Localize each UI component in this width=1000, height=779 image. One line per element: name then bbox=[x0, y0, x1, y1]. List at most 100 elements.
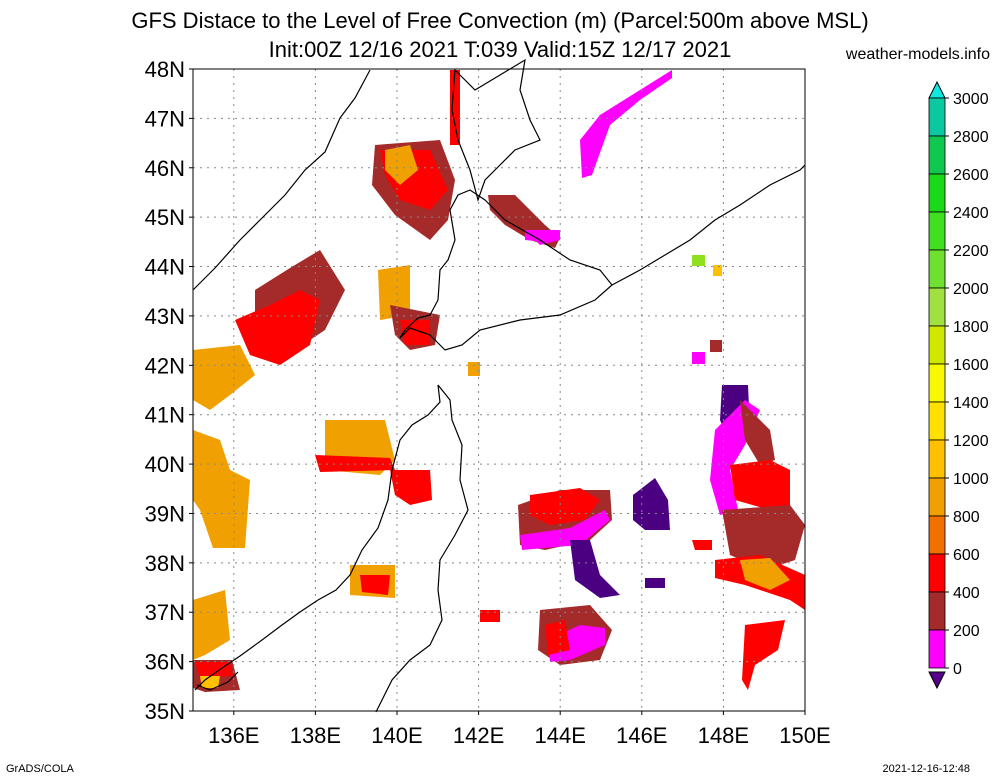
colorbar-top-arrow bbox=[928, 80, 946, 99]
field-patch bbox=[200, 676, 220, 688]
field-patch bbox=[722, 505, 805, 570]
lon-label: 146E bbox=[616, 723, 667, 748]
coastline-honshu-east bbox=[375, 384, 469, 713]
field-patch bbox=[713, 265, 722, 276]
field-patch bbox=[400, 320, 430, 345]
colorbar-label: 2400 bbox=[953, 205, 989, 222]
field-patch bbox=[193, 430, 250, 548]
field-patch bbox=[692, 255, 705, 266]
colorbar-segment bbox=[928, 325, 946, 365]
lat-label: 47N bbox=[145, 106, 185, 131]
coastlines bbox=[192, 58, 806, 713]
field-patch bbox=[193, 345, 255, 410]
footer-timestamp: 2021-12-16-12:48 bbox=[882, 763, 970, 775]
field-patch bbox=[645, 578, 665, 588]
lat-label: 43N bbox=[145, 304, 185, 329]
field-patch bbox=[740, 558, 790, 590]
longitude-labels: 136E 138E 140E 142E 144E 146E 148E 150E bbox=[208, 723, 831, 748]
field-patch bbox=[633, 478, 670, 530]
colorbar-segment bbox=[928, 515, 946, 555]
colorbar-label: 1400 bbox=[953, 395, 989, 412]
colorbar-label: 2800 bbox=[953, 129, 989, 146]
colorbar-segment bbox=[928, 287, 946, 327]
colorbar-label: 600 bbox=[953, 547, 980, 564]
lat-label: 37N bbox=[145, 600, 185, 625]
lat-label: 41N bbox=[145, 403, 185, 428]
field-patch bbox=[468, 362, 480, 376]
field-patch bbox=[315, 455, 395, 472]
field-patch bbox=[530, 488, 600, 525]
coastline-kurils bbox=[611, 164, 806, 286]
lat-label: 45N bbox=[145, 205, 185, 230]
lon-label: 142E bbox=[453, 723, 504, 748]
colorbar-label: 2200 bbox=[953, 243, 989, 260]
field-patch bbox=[740, 400, 775, 465]
lon-label: 144E bbox=[535, 723, 586, 748]
lat-label: 39N bbox=[145, 501, 185, 526]
grid-lines bbox=[189, 68, 806, 715]
latitude-labels: 48N 47N 46N 45N 44N 43N 42N 41N 40N 39N 38N 37N 36N 3… bbox=[145, 57, 185, 724]
lat-label: 46N bbox=[145, 156, 185, 181]
colorbar-label: 200 bbox=[953, 623, 980, 640]
field-patch bbox=[390, 470, 432, 505]
field-patch bbox=[480, 610, 500, 622]
colorbar-label: 1800 bbox=[953, 319, 989, 336]
colorbar-label: 1600 bbox=[953, 357, 989, 374]
field-patch bbox=[580, 70, 672, 178]
field-patch bbox=[730, 460, 790, 520]
coastline-honshu-west bbox=[194, 384, 441, 691]
lat-label: 35N bbox=[145, 699, 185, 724]
coastline-sakhalin bbox=[451, 58, 541, 203]
lon-label: 148E bbox=[698, 723, 749, 748]
lat-label: 36N bbox=[145, 650, 185, 675]
colorbar-segment bbox=[928, 211, 946, 251]
lat-label: 48N bbox=[145, 57, 185, 82]
convection-fill-layer bbox=[193, 70, 805, 692]
colorbar-label: 2000 bbox=[953, 281, 989, 298]
colorbar-segment bbox=[928, 173, 946, 213]
field-patch bbox=[385, 145, 418, 185]
field-patch bbox=[525, 230, 545, 242]
colorbar-label: 0 bbox=[953, 661, 962, 678]
footer-software: GrADS/COLA bbox=[6, 763, 74, 775]
credit-text: weather-models.info bbox=[845, 46, 990, 63]
colorbar: 3000280026002400220020001800160014001200… bbox=[928, 80, 989, 690]
lat-label: 40N bbox=[145, 452, 185, 477]
map-frame bbox=[192, 68, 806, 712]
field-patch bbox=[450, 70, 460, 145]
colorbar-segment bbox=[928, 249, 946, 289]
field-patch bbox=[193, 590, 230, 660]
field-patch bbox=[235, 290, 320, 365]
field-patch bbox=[520, 510, 610, 550]
field-patch bbox=[545, 620, 570, 655]
colorbar-segment bbox=[928, 591, 946, 631]
field-patch bbox=[692, 352, 705, 364]
field-patch bbox=[195, 662, 233, 678]
chart-title-line1: GFS Distace to the Level of Free Convect… bbox=[131, 8, 869, 33]
field-patch bbox=[378, 265, 410, 320]
lon-label: 150E bbox=[779, 723, 830, 748]
colorbar-label: 2600 bbox=[953, 167, 989, 184]
coastline-mainland bbox=[192, 69, 371, 291]
field-patch bbox=[742, 620, 785, 690]
lat-label: 44N bbox=[145, 255, 185, 280]
coastline-hokkaido bbox=[399, 189, 613, 351]
colorbar-segment bbox=[928, 363, 946, 403]
field-patch bbox=[360, 575, 390, 595]
colorbar-segment bbox=[928, 97, 946, 137]
colorbar-label: 1000 bbox=[953, 471, 989, 488]
coastline-kyushu-fragment bbox=[196, 671, 239, 691]
colorbar-segment bbox=[928, 629, 946, 669]
field-patch bbox=[710, 340, 722, 352]
colorbar-segment bbox=[928, 553, 946, 593]
colorbar-segment bbox=[928, 135, 946, 175]
lat-label: 42N bbox=[145, 353, 185, 378]
colorbar-segment bbox=[928, 401, 946, 441]
lon-label: 140E bbox=[371, 723, 422, 748]
colorbar-label: 400 bbox=[953, 585, 980, 602]
field-patch bbox=[570, 540, 620, 598]
colorbar-label: 3000 bbox=[953, 91, 989, 108]
chart-title-line2: Init:00Z 12/16 2021 T:039 Valid:15Z 12/1… bbox=[268, 37, 732, 62]
colorbar-segment bbox=[928, 477, 946, 517]
